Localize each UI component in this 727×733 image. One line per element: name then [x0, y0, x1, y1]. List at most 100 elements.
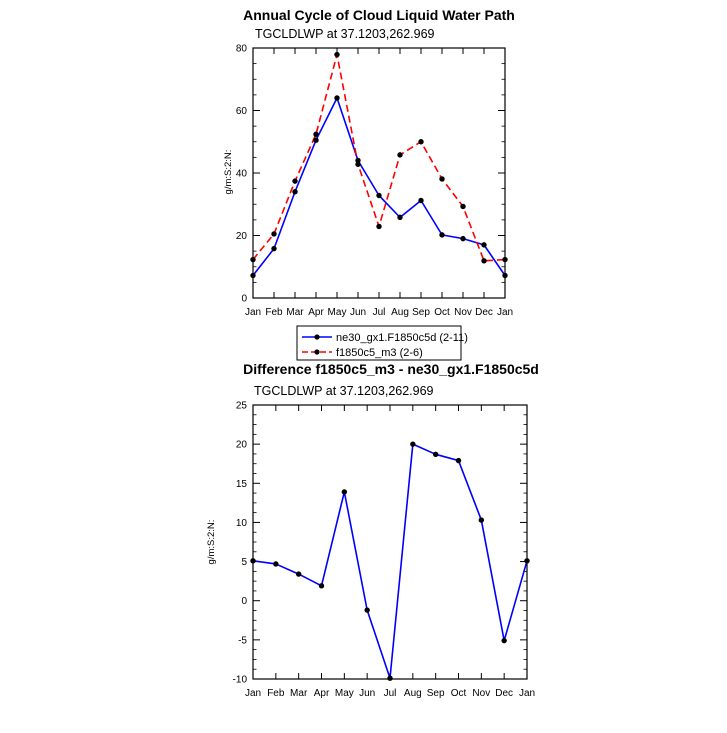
legend-label-2: f1850c5_m3 (2-6): [336, 347, 423, 359]
chart-1-series-2-point: [418, 139, 424, 145]
chart-1-series-1-point: [502, 272, 508, 279]
chart-1-xtick-label: Jun: [350, 307, 366, 318]
chart-1-series-1-point: [271, 245, 277, 252]
chart-1-series-2-point: [502, 256, 508, 263]
chart-1-xtick-label: May: [328, 307, 347, 318]
legend-marker-2: [314, 349, 320, 355]
chart-1-series-2-point: [292, 178, 298, 184]
chart-1-ytick-label: 60: [236, 106, 248, 117]
legend-marker-1: [314, 334, 320, 340]
legend-box: [296, 325, 462, 361]
chart-1-series-2-point: [376, 223, 382, 230]
chart-1-xtick-label: Jan: [245, 307, 261, 318]
chart-1-ytick-label: 40: [236, 169, 248, 180]
chart-2-series-1-point: [364, 607, 370, 613]
chart-2-plot: Jan Feb Mar Apr May Jun Jul Aug Sep Oct Nov Dec Jan -…: [233, 401, 536, 700]
chart-1-series-2-point: [481, 258, 487, 264]
chart-1-series-1-point: [313, 137, 319, 143]
chart-2-series-1-point: [501, 637, 507, 644]
chart-1-xtick-label: Dec: [475, 307, 493, 318]
chart-2-series-1-point: [273, 561, 279, 567]
chart-1-series-1-point: [460, 235, 466, 242]
chart-1-legend: ne30_gx1.F1850c5d (2-11) f1850c5_m3 (2-6…: [296, 325, 468, 361]
chart-1-series-1-point: [439, 232, 445, 238]
chart-1-series-1-point: [376, 192, 382, 199]
chart-1-xtick-label: Apr: [308, 307, 324, 318]
chart-1-xtick-label: Mar: [286, 307, 304, 318]
chart-1-xtick-label: Feb: [265, 307, 283, 318]
chart-1-series-1-point: [397, 214, 403, 221]
chart-2-xtick-label: Dec: [495, 688, 513, 699]
chart-2-series-1-point: [432, 451, 439, 458]
chart-2-title: Difference f1850c5_m3 - ne30_gx1.F1850c5…: [243, 361, 539, 377]
chart-2-series-1-point: [318, 583, 325, 589]
chart-2-series-1-point: [478, 517, 485, 523]
chart-1-series-2-point: [313, 131, 319, 137]
chart-1-ytick-label: 0: [241, 294, 247, 305]
chart-1-series-2-point: [355, 161, 361, 167]
chart-1-series-2-point: [397, 152, 403, 158]
chart-1-title: Annual Cycle of Cloud Liquid Water Path: [243, 7, 515, 23]
chart-2-ytick-label: -10: [233, 675, 248, 686]
chart-2-series-1-point: [410, 441, 416, 447]
chart-2-xtick-label: Sep: [427, 688, 445, 699]
chart-1-series-2-point: [439, 176, 445, 182]
chart-1-frame: [252, 47, 506, 299]
chart-1-ylabel: g/m:S:2:N:: [223, 150, 234, 195]
chart-2-series-1-point: [387, 675, 393, 681]
chart-1-series-2-line: [252, 53, 506, 262]
chart-2-xtick-label: Apr: [314, 688, 330, 699]
chart-1-series-1-point: [481, 242, 487, 248]
chart-2-xtick-label: Mar: [290, 688, 308, 699]
chart-1-series-1-line: [252, 97, 506, 276]
chart-1-series-1-point: [250, 272, 256, 279]
chart-2-ytick-label: 20: [236, 440, 248, 451]
chart-2-xtick-label: Jun: [359, 688, 375, 699]
chart-2-ytick-label: 10: [236, 518, 248, 529]
chart-1-series-1-point: [292, 189, 298, 195]
chart-2-series-1-point: [455, 457, 462, 464]
chart-2-series-1-line: [252, 443, 528, 680]
chart-2-xtick-label: Jan: [519, 688, 535, 699]
chart-2-xtick-label: Jan: [245, 688, 261, 699]
chart-1-xtick-label: Nov: [454, 307, 472, 318]
legend-label-1: ne30_gx1.F1850c5d (2-11): [336, 332, 468, 344]
chart-2-xtick-label: Aug: [404, 688, 422, 699]
chart-2-subtitle: TGCLDLWP at 37.1203,262.969: [254, 384, 434, 398]
chart-2-ytick-label: 0: [241, 596, 247, 607]
legend-item-1: ne30_gx1.F1850c5d (2-11): [302, 332, 468, 344]
chart-1-xtick-label: Jul: [373, 307, 386, 318]
chart-1-xtick-label: Sep: [412, 307, 430, 318]
chart-1-series-1-point: [334, 95, 340, 101]
chart-1-ytick-label: 80: [236, 44, 248, 55]
chart-1-series-2-point: [460, 203, 466, 210]
chart-2-series-1-point: [524, 558, 530, 564]
chart-1-plot: Jan Feb Mar Apr May Jun Jul Aug Sep Oct Nov Dec Jan 0…: [236, 44, 513, 319]
chart-2-xtick-label: Jul: [384, 688, 397, 699]
chart-1-xtick-label: Aug: [391, 307, 409, 318]
chart-2-xtick-label: May: [335, 688, 354, 699]
chart-1-subtitle: TGCLDLWP at 37.1203,262.969: [255, 27, 435, 41]
chart-1-series-1-point: [355, 157, 361, 164]
chart-1-ytick-label: 20: [236, 231, 248, 242]
chart-2-xtick-label: Feb: [267, 688, 285, 699]
chart-2-ytick-label: 25: [236, 401, 248, 412]
chart-2-xtick-label: Nov: [472, 688, 490, 699]
chart-1-series-1-point: [418, 197, 424, 204]
chart-1-series-2-point: [271, 231, 277, 237]
chart-2-ytick-label: -5: [238, 635, 247, 646]
chart-2-series-1-point: [341, 489, 348, 495]
legend-item-2: f1850c5_m3 (2-6): [302, 347, 423, 359]
chart-1-xtick-label: Oct: [434, 307, 450, 318]
chart-2-xtick-label: Oct: [451, 688, 467, 699]
chart-1-xtick-label: Jan: [497, 307, 513, 318]
chart-2-series-1-point: [295, 571, 302, 577]
chart-1-series-2-point: [250, 256, 256, 263]
chart-2-ytick-label: 5: [241, 557, 247, 568]
chart-2-ytick-label: 15: [236, 479, 248, 490]
chart-2-ylabel: g/m:S:2:N:: [206, 520, 217, 565]
chart-2-series-1-point: [250, 558, 256, 564]
chart-1-series-2-point: [334, 51, 340, 58]
